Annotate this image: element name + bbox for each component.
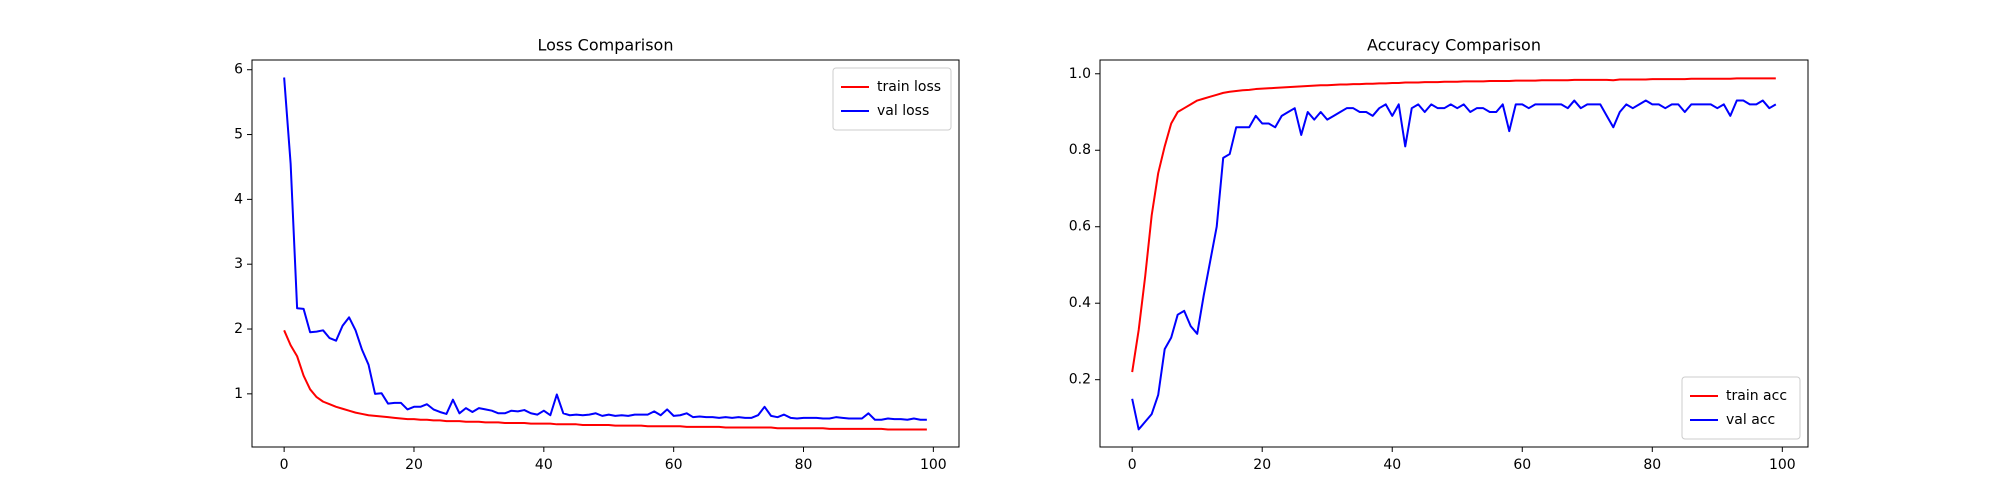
legend-label: val acc — [1726, 412, 1775, 428]
x-tick-label: 0 — [280, 457, 289, 473]
y-tick-label: 0.4 — [1069, 295, 1091, 311]
y-tick-label: 5 — [234, 127, 243, 143]
y-tick-label: 3 — [234, 256, 243, 272]
x-tick-label: 80 — [795, 457, 813, 473]
x-tick-label: 60 — [1513, 457, 1531, 473]
legend-label: train loss — [877, 79, 941, 95]
plot-frame — [1099, 59, 1809, 448]
x-tick-label: 0 — [1128, 457, 1137, 473]
chart-title: Accuracy Comparison — [1367, 36, 1541, 55]
plot-frame — [251, 59, 960, 448]
x-tick-label: 100 — [920, 457, 947, 473]
data-line — [1131, 77, 1776, 373]
y-tick-label: 1 — [234, 386, 243, 402]
x-tick-label: 100 — [1769, 457, 1796, 473]
y-tick-label: 4 — [234, 191, 243, 207]
y-tick-label: 6 — [234, 62, 243, 78]
x-tick-label: 40 — [1383, 457, 1401, 473]
y-tick-label: 2 — [234, 321, 243, 337]
legend-label: train acc — [1726, 388, 1787, 404]
x-tick-label: 80 — [1643, 457, 1661, 473]
y-tick-label: 1.0 — [1069, 66, 1091, 82]
x-tick-label: 60 — [665, 457, 683, 473]
data-line — [283, 77, 927, 421]
data-line — [1131, 99, 1777, 431]
y-tick-label: 0.6 — [1069, 219, 1091, 235]
legend: train loss val loss — [832, 67, 952, 131]
chart-title: Loss Comparison — [538, 36, 674, 55]
legend: train acc val acc — [1681, 376, 1801, 440]
chart-panel: Loss Comparison 0 20 40 60 80 100 1 2 3 4 5 6 train l… — [234, 36, 960, 473]
legend-box — [1681, 376, 1801, 440]
y-tick-label: 0.2 — [1069, 372, 1091, 388]
x-tick-label: 20 — [1253, 457, 1271, 473]
chart-panel: Accuracy Comparison 0 20 40 60 80 100 0.2 0.4 0.6… — [1069, 36, 1809, 473]
y-tick-label: 0.8 — [1069, 142, 1091, 158]
legend-box — [832, 67, 952, 131]
legend-label: val loss — [877, 103, 929, 119]
x-tick-label: 40 — [535, 457, 553, 473]
data-line — [283, 329, 927, 431]
x-tick-label: 20 — [405, 457, 423, 473]
